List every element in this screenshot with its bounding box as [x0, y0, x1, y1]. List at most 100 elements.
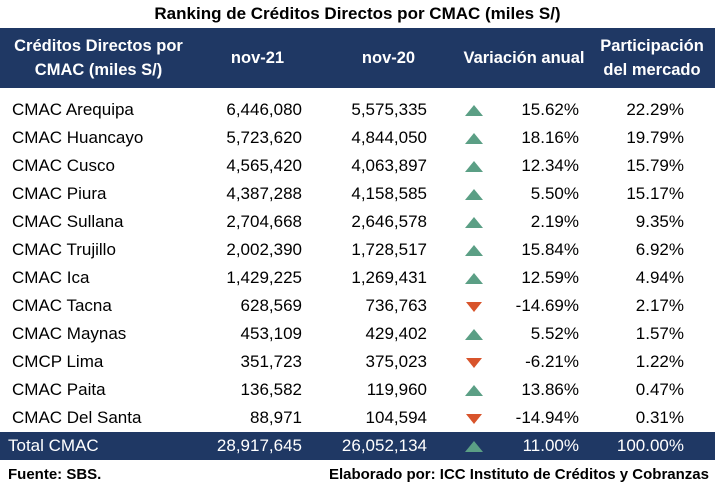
annual-variation-cell: 15.62%: [521, 100, 579, 119]
footer: Fuente: SBS. Elaborado por: ICC Institut…: [0, 460, 715, 490]
nov-21-value-cell: 6,446,080: [226, 100, 302, 119]
header-market-share: Participación del mercado: [589, 28, 715, 88]
spacer-row: [0, 88, 715, 96]
table-row: CMAC Piura 4,387,288 4,158,585 5.50% 15.17%: [0, 180, 715, 208]
entity-name-cell: CMAC Sullana: [12, 212, 124, 231]
annual-variation-cell: 2.19%: [530, 212, 579, 231]
source-note: Fuente: SBS.: [8, 466, 102, 483]
entity-name-cell: Total CMAC: [0, 432, 197, 460]
table-row: CMAC Del Santa 88,971 104,594 -14.94% 0.31%: [0, 404, 715, 432]
nov-20-value-cell: 375,023: [365, 352, 427, 371]
entity-name-cell: CMAC Ica: [12, 268, 90, 287]
triangle-up-icon: [465, 441, 483, 453]
nov-20-value-cell: 104,594: [365, 408, 427, 427]
annual-variation-cell: -14.69%: [515, 296, 579, 315]
table-row: CMAC Huancayo 5,723,620 4,844,050 18.16% 19.…: [0, 124, 715, 152]
annual-variation-cell: -14.94%: [515, 408, 579, 427]
header-nov-20: nov-20: [318, 28, 459, 88]
table-row: CMAC Maynas 453,109 429,402 5.52% 1.57%: [0, 320, 715, 348]
entity-name-cell: CMAC Piura: [12, 184, 107, 203]
market-share-cell: 1.22%: [635, 352, 684, 371]
nov-20-value-cell: 4,063,897: [351, 156, 427, 175]
entity-name-cell: CMAC Huancayo: [12, 128, 144, 147]
triangle-up-icon: [465, 245, 483, 257]
header-entity: Créditos Directos por CMAC (miles S/): [0, 28, 197, 88]
nov-20-value-cell: 4,844,050: [351, 128, 427, 147]
market-share-cell: 2.17%: [635, 296, 684, 315]
nov-20-value-cell: 119,960: [366, 380, 427, 399]
triangle-up-icon: [465, 217, 483, 229]
market-share-cell: 100.00%: [589, 432, 715, 460]
market-share-cell: 6.92%: [635, 240, 684, 259]
table-row: CMAC Sullana 2,704,668 2,646,578 2.19% 9.35%: [0, 208, 715, 236]
table-body: CMAC Arequipa 6,446,080 5,575,335 15.62% 22.…: [0, 88, 715, 460]
trend-cell: [459, 404, 489, 432]
table-row: CMAC Arequipa 6,446,080 5,575,335 15.62% 22.…: [0, 96, 715, 124]
entity-name-cell: CMCP Lima: [12, 352, 104, 371]
table-row: CMAC Ica 1,429,225 1,269,431 12.59% 4.94%: [0, 264, 715, 292]
nov-21-value-cell: 2,002,390: [226, 240, 302, 259]
table-title: Ranking de Créditos Directos por CMAC (m…: [154, 4, 561, 23]
table-header: Créditos Directos por CMAC (miles S/) no…: [0, 28, 715, 88]
market-share-cell: 1.57%: [635, 324, 684, 343]
market-share-cell: 15.79%: [626, 156, 684, 175]
annual-variation-cell: 12.34%: [521, 156, 579, 175]
nov-20-value-cell: 5,575,335: [351, 100, 427, 119]
trend-cell: [459, 292, 489, 320]
market-share-cell: 22.29%: [626, 100, 684, 119]
trend-cell: [459, 236, 489, 264]
entity-name-cell: CMAC Cusco: [12, 156, 115, 175]
nov-21-value-cell: 628,569: [240, 296, 302, 315]
triangle-down-icon: [466, 301, 482, 312]
header-annual-variation: Variación anual: [459, 28, 589, 88]
entity-name-cell: CMAC Maynas: [12, 324, 127, 343]
trend-cell: [459, 180, 489, 208]
entity-name-cell: CMAC Paita: [12, 380, 106, 399]
annual-variation-cell: 5.50%: [530, 184, 579, 203]
nov-21-value-cell: 2,704,668: [226, 212, 302, 231]
market-share-cell: 9.35%: [635, 212, 684, 231]
triangle-up-icon: [465, 161, 483, 173]
nov-20-value-cell: 1,728,517: [351, 240, 427, 259]
nov-21-value-cell: 1,429,225: [226, 268, 302, 287]
entity-name-cell: CMAC Trujillo: [12, 240, 116, 259]
market-share-cell: 19.79%: [626, 128, 684, 147]
nov-20-value-cell: 4,158,585: [351, 184, 427, 203]
trend-cell: [459, 320, 489, 348]
nov-21-value-cell: 351,723: [240, 352, 302, 371]
annual-variation-cell: 18.16%: [521, 128, 579, 147]
nov-20-value-cell: 26,052,134: [318, 432, 459, 460]
annual-variation-cell: 13.86%: [521, 380, 579, 399]
triangle-up-icon: [465, 105, 483, 117]
triangle-down-icon: [466, 413, 482, 424]
annual-variation-cell: 11.00%: [489, 432, 589, 460]
header-nov-21: nov-21: [197, 28, 318, 88]
trend-cell: [459, 432, 489, 460]
triangle-up-icon: [465, 189, 483, 201]
trend-cell: [459, 96, 489, 124]
nov-21-value-cell: 4,565,420: [226, 156, 302, 175]
triangle-up-icon: [465, 273, 483, 285]
nov-20-value-cell: 429,402: [365, 324, 427, 343]
market-share-cell: 0.31%: [635, 408, 684, 427]
table-row: CMAC Paita 136,582 119,960 13.86% 0.47%: [0, 376, 715, 404]
nov-21-value-cell: 453,109: [240, 324, 302, 343]
annual-variation-cell: -6.21%: [525, 352, 579, 371]
triangle-down-icon: [466, 357, 482, 368]
table-row: CMAC Tacna 628,569 736,763 -14.69% 2.17%: [0, 292, 715, 320]
trend-cell: [459, 208, 489, 236]
trend-cell: [459, 348, 489, 376]
nov-20-value-cell: 2,646,578: [351, 212, 427, 231]
nov-21-value-cell: 136,582: [240, 380, 302, 399]
entity-name-cell: CMAC Del Santa: [12, 408, 142, 427]
nov-20-value-cell: 1,269,431: [351, 268, 427, 287]
table-row: CMAC Cusco 4,565,420 4,063,897 12.34% 15.79%: [0, 152, 715, 180]
table-row: CMAC Trujillo 2,002,390 1,728,517 15.84% 6.9…: [0, 236, 715, 264]
entity-name-cell: CMAC Tacna: [12, 296, 112, 315]
nov-21-value-cell: 5,723,620: [226, 128, 302, 147]
entity-name-cell: CMAC Arequipa: [12, 100, 134, 119]
total-row: Total CMAC 28,917,645 26,052,134 11.00% 100.…: [0, 432, 715, 460]
nov-21-value-cell: 88,971: [250, 408, 302, 427]
table-row: CMCP Lima 351,723 375,023 -6.21% 1.22%: [0, 348, 715, 376]
trend-cell: [459, 124, 489, 152]
